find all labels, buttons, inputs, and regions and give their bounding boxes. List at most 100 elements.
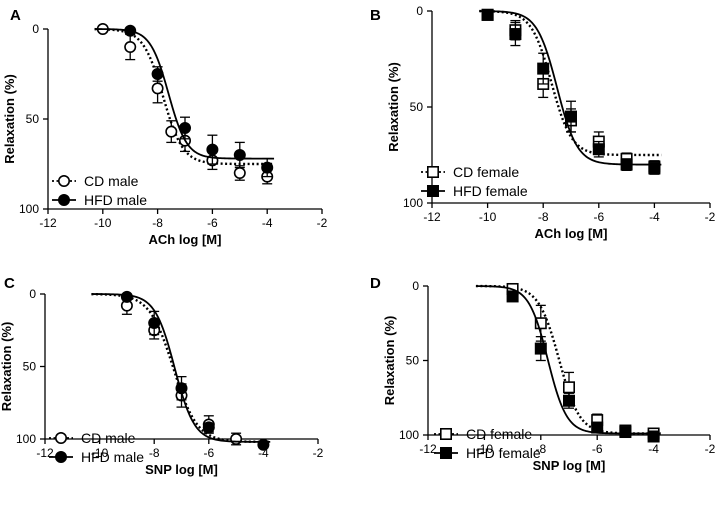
series-cd-male <box>94 22 275 185</box>
fit-curve <box>91 292 271 444</box>
panel-letter: A <box>10 7 21 24</box>
data-point <box>619 426 632 439</box>
y-tick-label: 50 <box>410 100 424 114</box>
data-point <box>562 394 575 407</box>
legend-label: CD female <box>466 426 532 442</box>
data-point <box>426 185 439 198</box>
data-point <box>233 167 246 180</box>
y-tick-label: 0 <box>29 287 36 301</box>
series-hfd-female <box>475 285 661 443</box>
x-tick-label: -2 <box>705 210 716 224</box>
series-hfd-female <box>479 8 662 175</box>
y-axis-title: Relaxation (%) <box>382 316 397 406</box>
data-point <box>562 381 575 394</box>
y-tick-label: 50 <box>406 354 420 368</box>
data-point <box>648 162 661 175</box>
x-tick-label: -4 <box>258 446 269 460</box>
data-point <box>151 68 164 81</box>
data-point <box>230 432 243 445</box>
legend-label: CD male <box>81 430 136 446</box>
legend-label: HFD female <box>453 183 528 199</box>
legend-label: HFD female <box>466 445 541 461</box>
data-point <box>439 427 452 440</box>
data-point <box>151 82 164 95</box>
data-point <box>534 342 547 355</box>
x-tick-label: -6 <box>592 442 603 456</box>
legend-label: CD male <box>84 173 139 189</box>
data-point <box>564 110 577 123</box>
panel-letter: C <box>4 275 15 292</box>
y-axis-title: Relaxation (%) <box>2 74 17 164</box>
data-point <box>261 161 274 174</box>
legend-label: HFD male <box>84 192 147 208</box>
chart-panel-b: B -12 -10 -8 -6 -4 -2 0 50 100 ACh log [M] Relaxati… <box>370 4 716 241</box>
y-tick-label: 100 <box>16 432 36 446</box>
x-tick-label: -10 <box>479 210 497 224</box>
data-point <box>233 149 246 162</box>
y-tick-label: 100 <box>403 196 423 210</box>
data-point <box>148 316 161 329</box>
chart-panel-a: A -12 -10 -8 -6 -4 -2 0 50 100 ACh log [M] Relaxati… <box>2 7 328 247</box>
data-point <box>537 62 550 75</box>
y-tick-label: 0 <box>412 279 419 293</box>
x-tick-label: -6 <box>593 210 604 224</box>
x-tick-label: -2 <box>313 446 324 460</box>
x-tick-label: -4 <box>648 442 659 456</box>
legend: CD male HFD male <box>52 173 147 208</box>
data-point <box>534 317 547 330</box>
x-tick-label: -2 <box>317 216 328 230</box>
y-tick-label: 100 <box>19 202 39 216</box>
data-point <box>175 382 188 395</box>
data-point <box>57 175 70 188</box>
series-cd-female <box>479 8 662 173</box>
data-point <box>54 431 67 444</box>
x-tick-label: -10 <box>94 216 112 230</box>
y-axis-title: Relaxation (%) <box>0 322 14 412</box>
panel-letter: B <box>370 7 381 24</box>
data-point <box>509 28 522 41</box>
legend-label: CD female <box>453 164 519 180</box>
x-tick-label: -12 <box>419 442 437 456</box>
y-tick-label: 0 <box>416 4 423 18</box>
chart-panel-d: D -12 -10 -8 -6 -4 -2 0 50 100 SNP log [M] Relaxati… <box>370 275 716 473</box>
fit-curve <box>479 10 662 166</box>
data-point <box>57 194 70 207</box>
x-tick-label: -10 <box>91 446 109 460</box>
series-hfd-male <box>91 290 271 451</box>
x-tick-label: -8 <box>152 216 163 230</box>
x-tick-label: -12 <box>39 216 57 230</box>
series-cd-male <box>91 292 271 446</box>
legend: CD male HFD male <box>49 430 144 465</box>
fit-curve <box>94 27 275 166</box>
y-tick-label: 100 <box>399 428 419 442</box>
fit-curve <box>475 284 661 435</box>
data-point <box>124 24 137 37</box>
series-hfd-male <box>94 24 275 178</box>
data-point <box>591 421 604 434</box>
legend: CD female HFD female <box>421 164 528 199</box>
x-tick-label: -10 <box>476 442 494 456</box>
data-point <box>426 166 439 179</box>
series-cd-female <box>475 282 661 440</box>
data-point <box>647 430 660 443</box>
fit-curve <box>91 293 271 443</box>
x-tick-label: -4 <box>649 210 660 224</box>
x-tick-label: -12 <box>423 210 441 224</box>
x-axis-title: SNP log [M] <box>145 462 218 477</box>
x-tick-label: -2 <box>705 442 716 456</box>
x-tick-label: -6 <box>207 216 218 230</box>
x-axis-title: SNP log [M] <box>533 458 606 473</box>
x-tick-label: -8 <box>535 442 546 456</box>
data-point <box>592 143 605 156</box>
data-point <box>620 158 633 171</box>
y-axis-title: Relaxation (%) <box>386 62 401 152</box>
data-point <box>120 290 133 303</box>
data-point <box>506 290 519 303</box>
fit-curve <box>475 285 661 435</box>
x-tick-label: -8 <box>149 446 160 460</box>
y-tick-label: 50 <box>23 360 37 374</box>
data-point <box>257 438 270 451</box>
y-tick-label: 0 <box>32 22 39 36</box>
panel-letter: D <box>370 275 381 292</box>
